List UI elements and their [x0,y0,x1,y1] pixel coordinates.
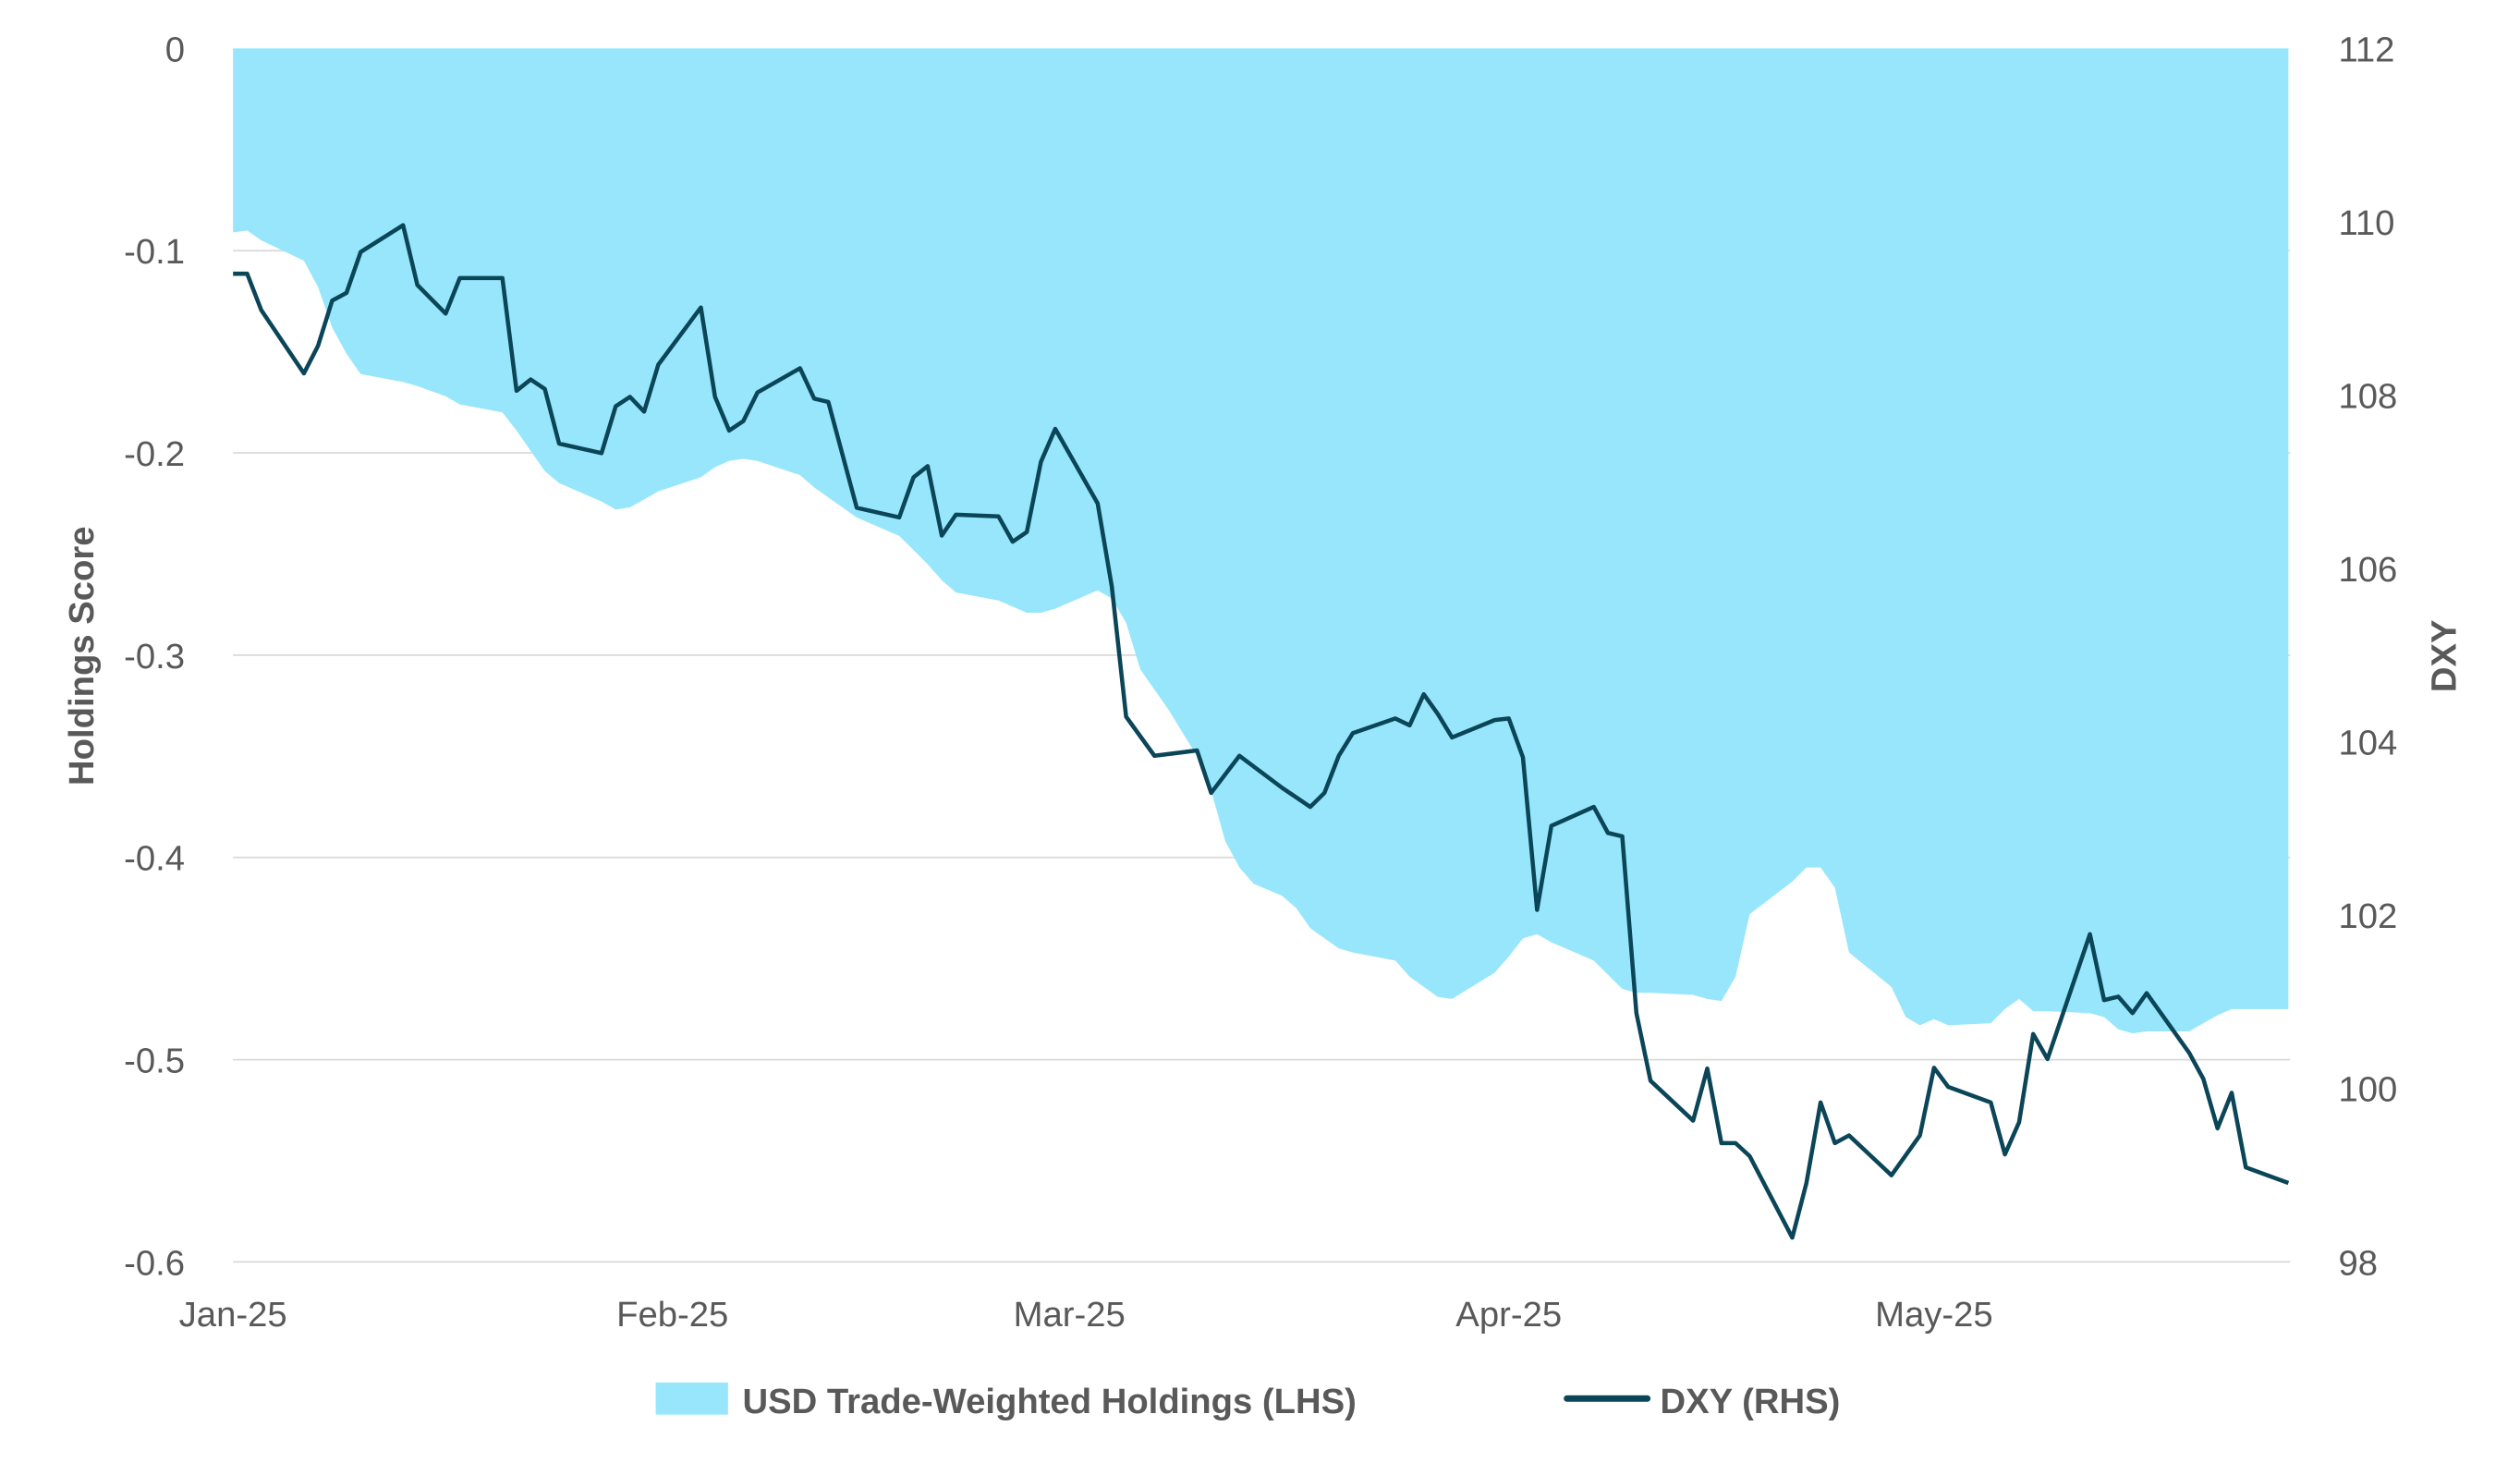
left-axis-ticks: 0 -0.1 -0.2 -0.3 -0.4 -0.5 -0.6 [124,30,185,1283]
right-tick-label: 106 [2338,550,2397,590]
left-tick-label: -0.4 [124,839,185,879]
right-tick-label: 104 [2338,724,2397,763]
right-tick-label: 110 [2338,203,2394,243]
left-tick-label: -0.6 [124,1243,185,1283]
holdings-area [233,48,2289,1034]
left-tick-label: -0.2 [124,434,185,474]
legend-label-holdings: USD Trade-Weighted Holdings (LHS) [742,1382,1356,1421]
x-tick-label: Apr-25 [1455,1295,1562,1335]
holdings-area-series [233,48,2289,1034]
x-tick-label: Mar-25 [1014,1295,1126,1335]
right-axis-title: DXY [2424,619,2464,692]
left-tick-label: -0.1 [124,232,185,272]
right-tick-label: 112 [2338,30,2394,69]
left-tick-label: -0.5 [124,1041,185,1080]
x-tick-label: May-25 [1875,1295,1993,1335]
legend-swatch-holdings [655,1382,728,1415]
right-tick-label: 102 [2338,896,2397,936]
dxy-line [233,223,2290,1240]
x-tick-label: Jan-25 [179,1295,287,1335]
right-tick-label: 98 [2338,1243,2378,1283]
legend: USD Trade-Weighted Holdings (LHS) DXY (R… [655,1382,1841,1421]
right-tick-label: 100 [2338,1070,2397,1110]
dxy-line-series [233,223,2290,1240]
right-axis-ticks: 112 110 108 106 104 102 100 98 [2338,30,2397,1283]
left-tick-label: -0.3 [124,637,185,677]
x-axis-ticks: Jan-25 Feb-25 Mar-25 Apr-25 May-25 [179,1295,1993,1335]
left-axis-title: Holdings Score [62,526,102,786]
right-tick-label: 108 [2338,376,2397,416]
left-tick-label: 0 [165,30,185,69]
x-tick-label: Feb-25 [616,1295,728,1335]
legend-label-dxy: DXY (RHS) [1661,1382,1841,1421]
